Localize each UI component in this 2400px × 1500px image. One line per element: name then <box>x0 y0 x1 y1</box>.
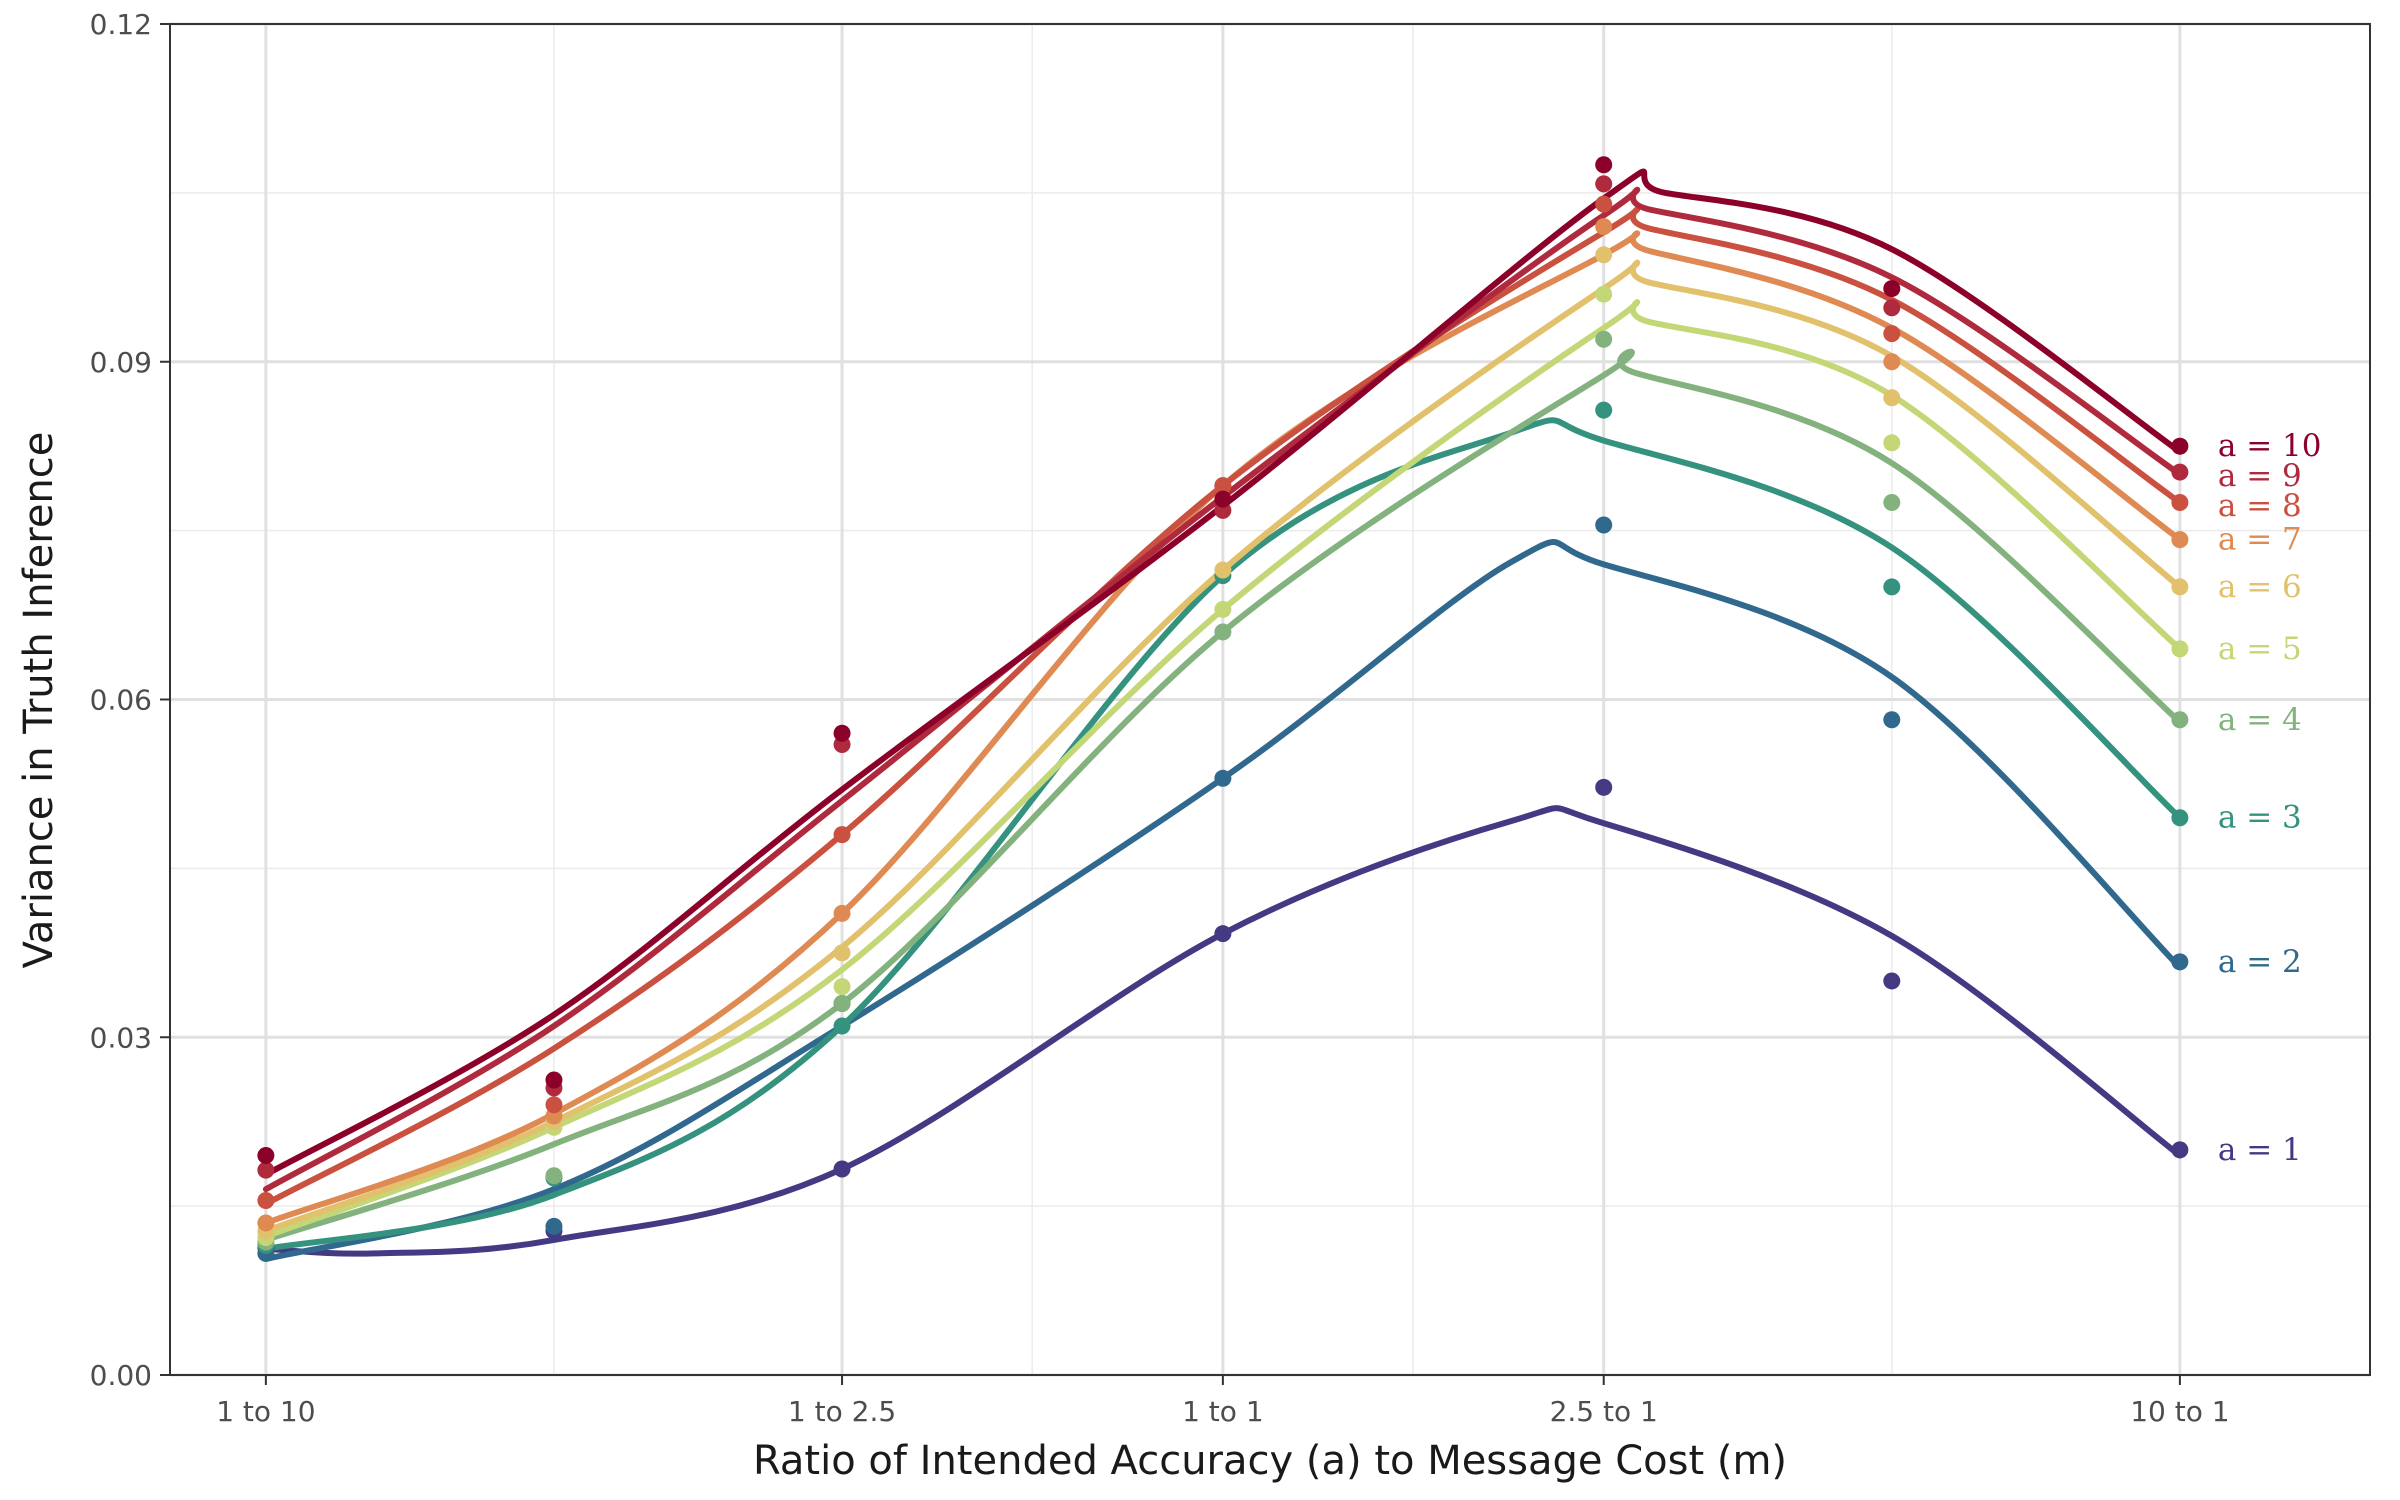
data-point-a7 <box>2171 531 2189 549</box>
data-point-a5 <box>833 978 851 996</box>
data-point-a4 <box>2171 711 2189 729</box>
data-point-a10 <box>1214 490 1232 508</box>
y-axis-ticks: 0.00 0.03 0.06 0.09 0.12 <box>90 8 170 1392</box>
data-point-a10 <box>833 724 851 742</box>
data-point-a4 <box>1595 330 1613 348</box>
series-line-a2 <box>262 539 2183 1262</box>
data-point-a5 <box>2171 640 2189 658</box>
data-point-a8 <box>1214 477 1232 495</box>
y-axis-title: Variance in Truth Inference <box>16 432 62 969</box>
series-label-a7: a = 7 <box>2218 522 2302 558</box>
data-point-a8 <box>257 1191 275 1209</box>
x-axis-title: Ratio of Intended Accuracy (a) to Messag… <box>753 1438 1787 1484</box>
data-point-a3 <box>1595 401 1613 419</box>
data-point-a2 <box>2171 953 2189 971</box>
data-point-a8 <box>2171 493 2189 511</box>
series-line-a3 <box>262 417 2183 1252</box>
y-tick-label: 0.12 <box>90 8 152 41</box>
data-point-a6 <box>1214 561 1232 579</box>
data-point-a5 <box>1883 434 1901 452</box>
y-tick-label: 0.09 <box>90 346 152 379</box>
x-tick-label: 1 to 10 <box>216 1395 315 1428</box>
series-line-a9 <box>262 186 2183 1193</box>
series-label-a9: a = 9 <box>2218 458 2302 494</box>
series-label-a2: a = 2 <box>2218 944 2302 980</box>
data-point-a4 <box>1214 623 1232 641</box>
data-point-a9 <box>1595 175 1613 193</box>
series-line-a1 <box>262 805 2183 1257</box>
data-point-a4 <box>833 994 851 1012</box>
data-point-a2 <box>1595 516 1613 534</box>
data-point-a10 <box>1883 280 1901 298</box>
data-point-a9 <box>2171 463 2189 481</box>
data-point-a1 <box>1883 972 1901 990</box>
data-point-a7 <box>1595 218 1613 236</box>
series-line-a5 <box>262 299 2183 1240</box>
series-line-a10 <box>262 168 2183 1178</box>
series-line-a6 <box>262 259 2183 1234</box>
data-point-a8 <box>833 826 851 844</box>
y-tick-label: 0.00 <box>90 1359 152 1392</box>
data-point-a3 <box>2171 809 2189 827</box>
data-point-a2 <box>1214 769 1232 787</box>
series-labels: a = 10a = 9a = 8a = 7 a = 6 a = 5 a = 4 a = … <box>2218 428 2322 1168</box>
data-point-a2 <box>1883 711 1901 729</box>
series-lines <box>262 168 2183 1262</box>
data-point-a10 <box>545 1071 563 1089</box>
data-point-a10 <box>2171 437 2189 455</box>
data-point-a9 <box>1883 299 1901 317</box>
series-label-a1: a = 1 <box>2218 1132 2302 1168</box>
data-point-a6 <box>2171 578 2189 596</box>
data-point-a8 <box>1595 195 1613 213</box>
series-label-a6: a = 6 <box>2218 569 2302 605</box>
x-tick-label: 1 to 1 <box>1182 1395 1264 1428</box>
data-point-a6 <box>1883 389 1901 407</box>
data-point-a1 <box>1595 778 1613 796</box>
x-tick-label: 10 to 1 <box>2130 1395 2229 1428</box>
data-point-a4 <box>545 1167 563 1185</box>
data-point-a3 <box>833 1017 851 1035</box>
data-point-a1 <box>1214 925 1232 943</box>
data-point-a7 <box>833 904 851 922</box>
series-label-a5: a = 5 <box>2218 631 2302 667</box>
data-point-a10 <box>1595 156 1613 174</box>
data-point-a5 <box>1595 285 1613 303</box>
data-point-a6 <box>833 944 851 962</box>
series-label-a10: a = 10 <box>2218 428 2322 464</box>
series-line-a4 <box>262 348 2183 1243</box>
series-points <box>257 156 2189 1262</box>
y-tick-label: 0.06 <box>90 684 152 717</box>
data-point-a3 <box>1883 578 1901 596</box>
x-tick-label: 1 to 2.5 <box>788 1395 896 1428</box>
data-point-a4 <box>1883 493 1901 511</box>
data-point-a10 <box>257 1146 275 1164</box>
data-point-a8 <box>545 1096 563 1114</box>
series-label-a8: a = 8 <box>2218 488 2302 524</box>
data-point-a9 <box>257 1161 275 1179</box>
series-label-a4: a = 4 <box>2218 702 2302 738</box>
data-point-a6 <box>1595 246 1613 264</box>
y-tick-label: 0.03 <box>90 1021 152 1054</box>
series-line-a8 <box>262 206 2183 1207</box>
data-point-a2 <box>545 1217 563 1235</box>
data-point-a8 <box>1883 325 1901 343</box>
data-point-a5 <box>1214 600 1232 618</box>
x-tick-label: 2.5 to 1 <box>1550 1395 1658 1428</box>
data-point-a7 <box>1883 353 1901 371</box>
data-point-a1 <box>2171 1141 2189 1159</box>
data-point-a1 <box>833 1160 851 1178</box>
x-axis-ticks: 1 to 10 1 to 2.5 1 to 1 2.5 to 1 10 to 1 <box>216 1375 2230 1428</box>
data-point-a7 <box>257 1214 275 1232</box>
series-label-a3: a = 3 <box>2218 800 2302 836</box>
